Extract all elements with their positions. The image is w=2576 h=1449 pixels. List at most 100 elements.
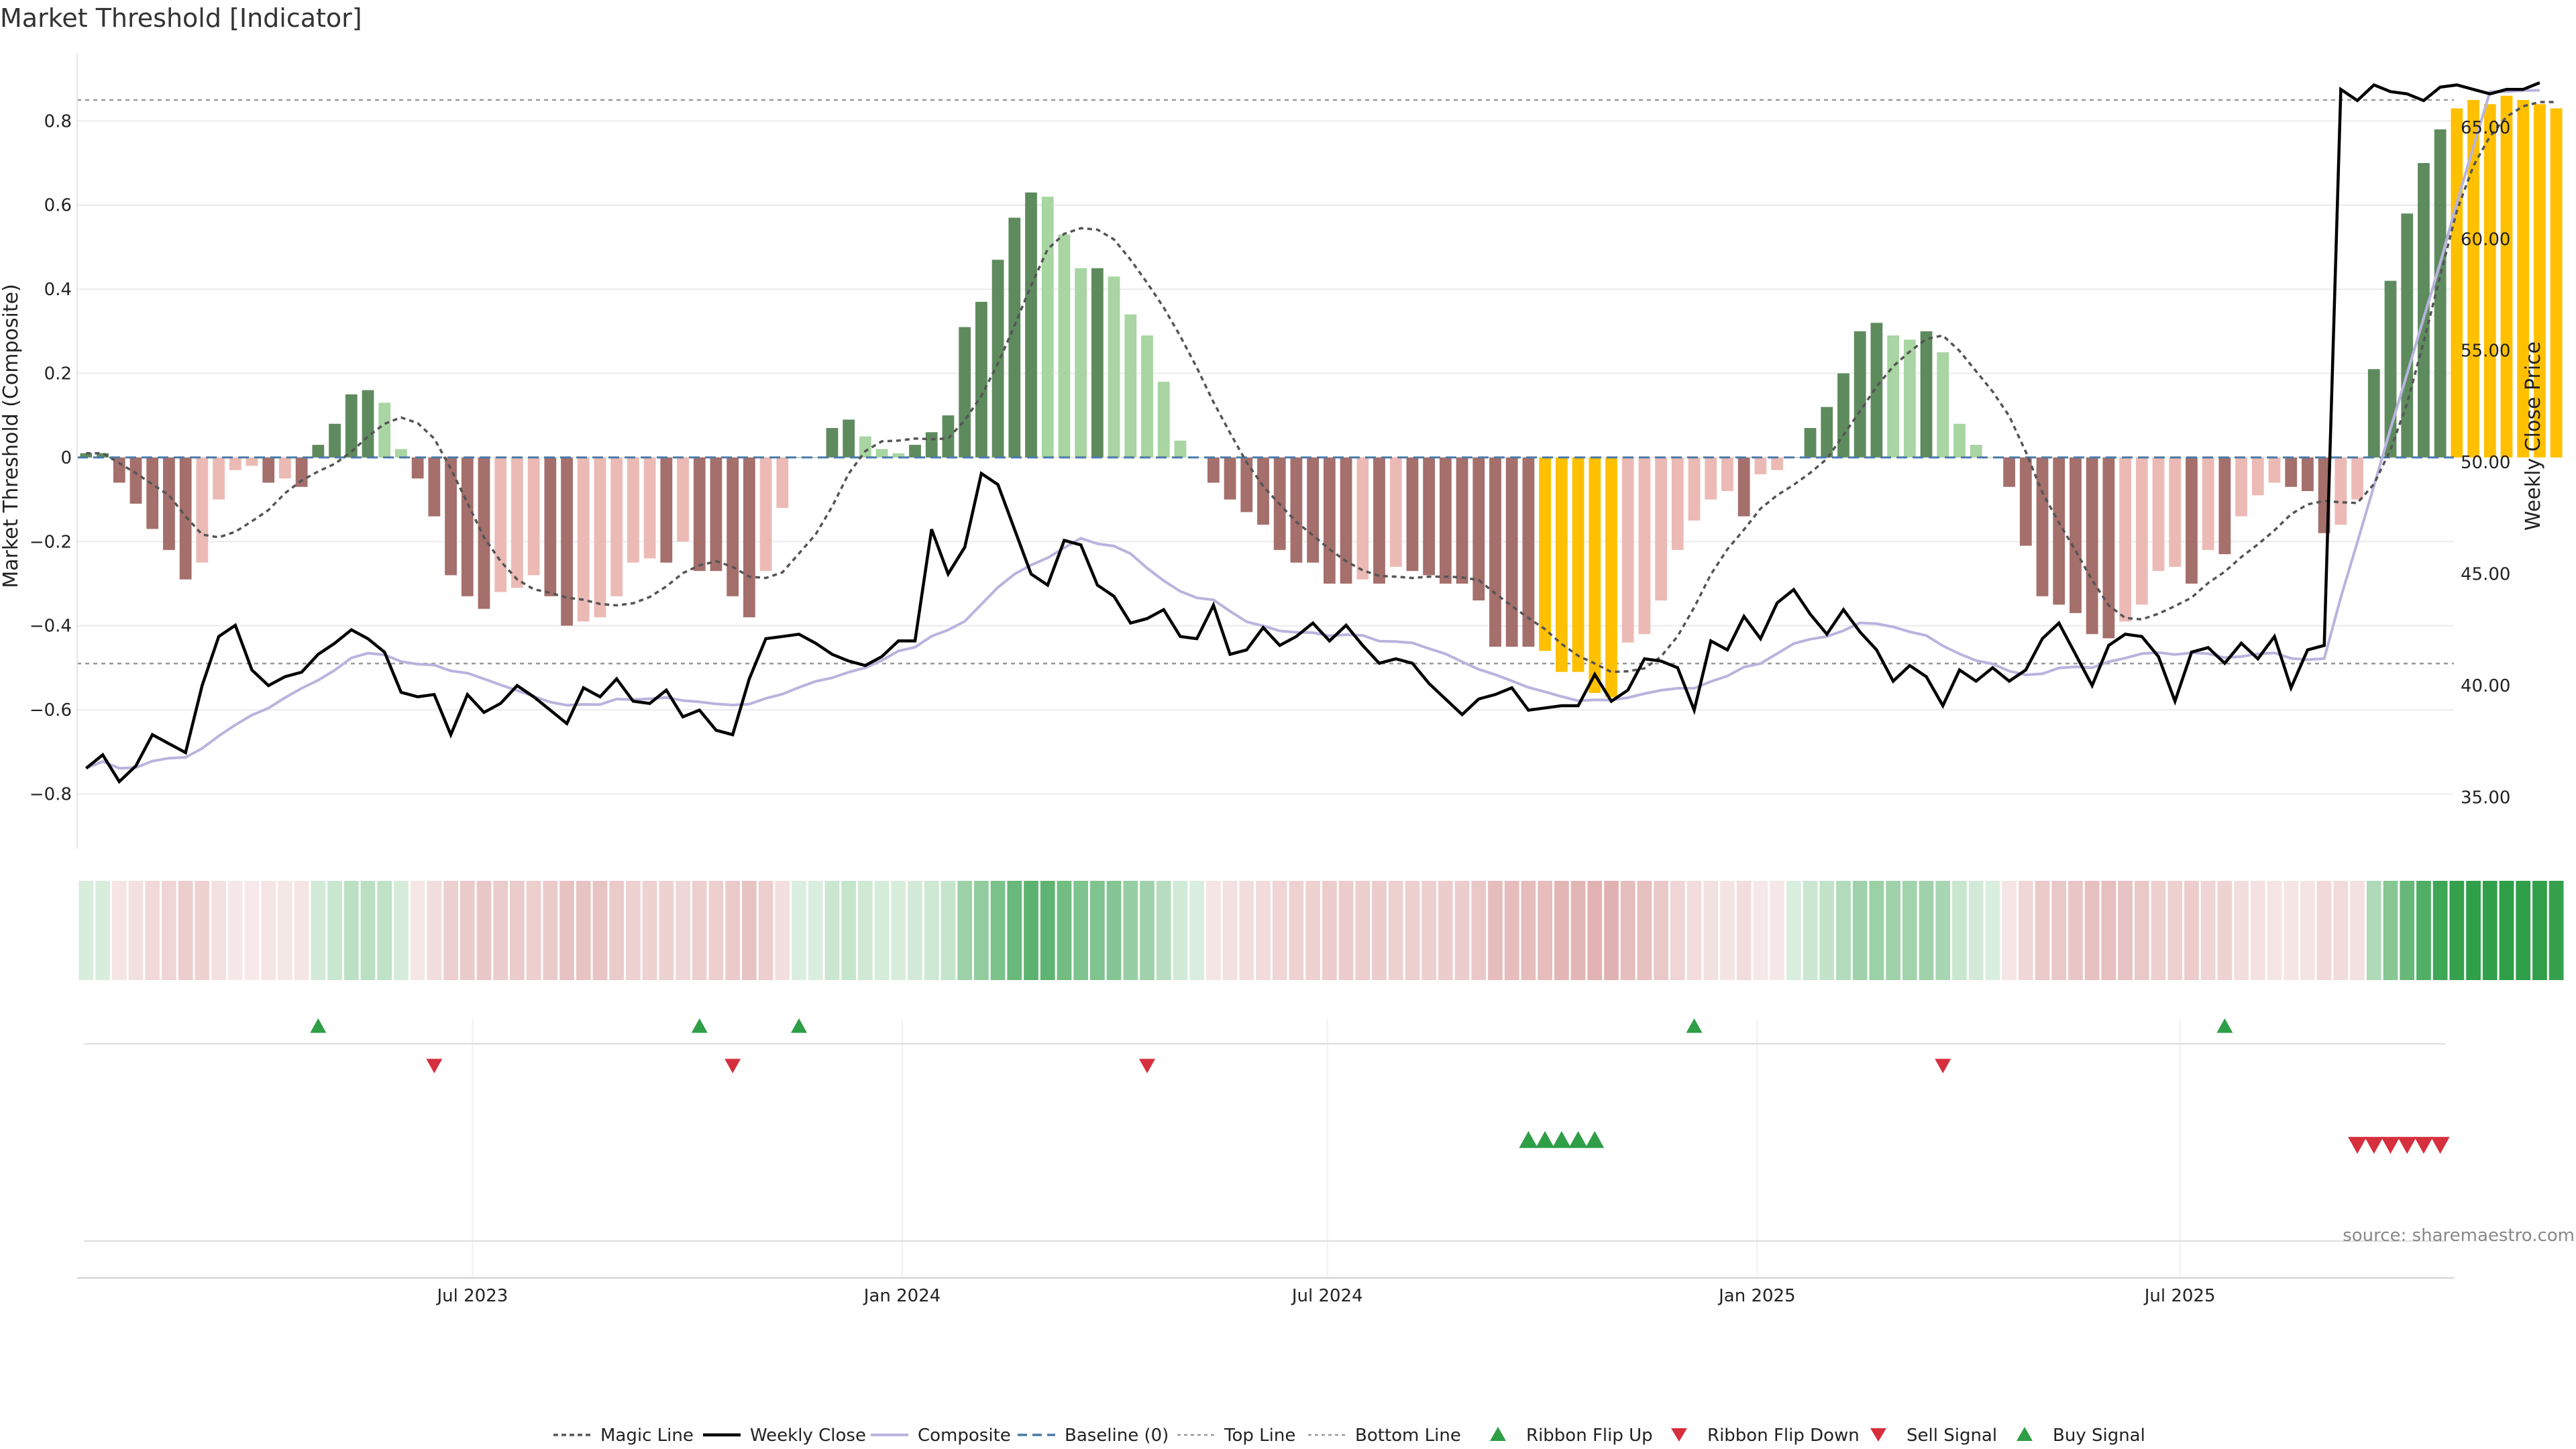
- composite-bar: [2302, 457, 2314, 492]
- ribbon-cell: [1770, 881, 1784, 980]
- buy-signal-marker: [1519, 1131, 1538, 1148]
- composite-bar: [295, 457, 308, 487]
- legend: Magic Line Weekly Close Composite Baseline …: [553, 1426, 2145, 1446]
- ribbon-cell: [2516, 881, 2531, 980]
- composite-bar: [362, 390, 374, 458]
- legend-label: Magic Line: [600, 1426, 694, 1446]
- composite-bar: [527, 457, 540, 576]
- y2-tick-label: 60.00: [2461, 229, 2510, 250]
- ribbon-flip-up-marker: [691, 1018, 708, 1033]
- ribbon-cell: [659, 881, 674, 980]
- composite-bar: [1207, 457, 1220, 483]
- sell-signal-marker: [2381, 1136, 2400, 1154]
- ribbon-cell: [2068, 881, 2083, 980]
- composite-bar: [759, 457, 772, 572]
- composite-bar: [875, 449, 888, 458]
- composite-bar: [859, 436, 871, 458]
- ribbon-cell: [1819, 881, 1835, 980]
- composite-bar: [1754, 457, 1767, 474]
- composite-bar: [2401, 213, 2414, 458]
- ribbon-cell: [1007, 881, 1022, 980]
- ribbon-cell: [874, 881, 890, 980]
- y-tick-label: −0.4: [30, 616, 72, 637]
- sell-signal-marker: [2364, 1136, 2383, 1154]
- ribbon-flip-up-marker: [791, 1018, 808, 1033]
- ribbon-cell: [559, 881, 574, 980]
- composite-bar: [1389, 457, 1402, 567]
- ribbon-cell: [1388, 881, 1403, 980]
- composite-bar: [1920, 331, 1933, 458]
- composite-bar: [693, 457, 706, 572]
- composite-bar: [1605, 457, 1617, 698]
- ribbon-cell: [2548, 881, 2564, 980]
- composite-bar: [262, 457, 275, 483]
- composite-bar: [2218, 457, 2231, 555]
- ribbon-cell: [758, 881, 773, 980]
- composite-bar: [196, 457, 209, 563]
- composite-bar: [975, 301, 987, 458]
- legend-label: Top Line: [1224, 1426, 1295, 1446]
- ribbon-cell: [227, 881, 243, 980]
- buy-signal-marker: [1536, 1131, 1555, 1148]
- composite-bar: [146, 457, 159, 529]
- ribbon-cell: [1372, 881, 1387, 980]
- composite-bar: [2268, 457, 2281, 483]
- composite-bar: [909, 445, 921, 458]
- ribbon-cell: [1024, 881, 1038, 980]
- composite-bar: [2351, 457, 2363, 500]
- composite-bar: [179, 457, 192, 580]
- ribbon-cell: [1637, 881, 1652, 980]
- ribbon-cell: [1935, 881, 1951, 980]
- composite-bar: [395, 449, 407, 458]
- composite-bar: [1887, 335, 1900, 458]
- ribbon-cell: [1421, 881, 1437, 980]
- ribbon-cell: [1073, 881, 1089, 980]
- ribbon-cell: [2449, 881, 2465, 980]
- ribbon-cell: [343, 881, 359, 980]
- y-tick-label: 0.2: [44, 364, 72, 384]
- x-tick-label: Jan 2025: [1717, 1286, 1796, 1306]
- ribbon-cell: [1438, 881, 1453, 980]
- ribbon-cell: [2532, 881, 2547, 980]
- composite-bar: [378, 402, 391, 458]
- ribbon-cell: [2234, 881, 2249, 980]
- ribbon-flip-up-marker: [2216, 1018, 2233, 1033]
- composite-bar: [1406, 457, 1419, 572]
- composite-bar: [710, 457, 722, 572]
- ribbon-flip-down-marker: [1935, 1059, 1951, 1073]
- y-tick-label: −0.2: [30, 532, 72, 552]
- ribbon-cell: [1736, 881, 1752, 980]
- ribbon-cell: [1239, 881, 1254, 980]
- composite-bar: [577, 457, 590, 622]
- ribbon-cell: [2035, 881, 2050, 980]
- ribbon-cell: [2250, 881, 2265, 980]
- legend-label: Sell Signal: [1907, 1426, 1997, 1446]
- ribbon-cell: [1554, 881, 1569, 980]
- composite-bar: [411, 457, 424, 479]
- ribbon-cell: [1272, 881, 1287, 980]
- ribbon-cell: [1720, 881, 1735, 980]
- composite-bar: [1257, 457, 1269, 525]
- composite-bar: [1737, 457, 1750, 517]
- ribbon-cell: [2316, 881, 2332, 980]
- composite-bar: [892, 453, 905, 458]
- ribbon-flip-down-marker: [1139, 1059, 1156, 1073]
- composite-bar: [727, 457, 739, 596]
- composite-bar: [1821, 407, 1833, 458]
- y2-tick-label: 55.00: [2461, 341, 2510, 362]
- composite-bar: [1721, 457, 1733, 492]
- ribbon-cell: [1057, 881, 1072, 980]
- x-tick-label: Jul 2023: [436, 1286, 508, 1306]
- composite-bar: [113, 457, 125, 483]
- legend-item: Magic Line: [553, 1426, 694, 1446]
- ribbon-cell: [891, 881, 906, 980]
- ribbon-cell: [1454, 881, 1470, 980]
- ribbon-cell: [924, 881, 939, 980]
- composite-bar: [627, 457, 639, 563]
- ribbon-cell: [1405, 881, 1420, 980]
- ribbon-cell: [443, 881, 458, 980]
- axes: −0.8 −0.6 −0.4 −0.2 0 0.2 0.4 0.6 0.8 35.00 40.00 4…: [30, 54, 2510, 1306]
- composite-bar: [329, 423, 341, 458]
- composite-bar: [1340, 457, 1352, 584]
- buy-signal-marker: [1552, 1131, 1571, 1148]
